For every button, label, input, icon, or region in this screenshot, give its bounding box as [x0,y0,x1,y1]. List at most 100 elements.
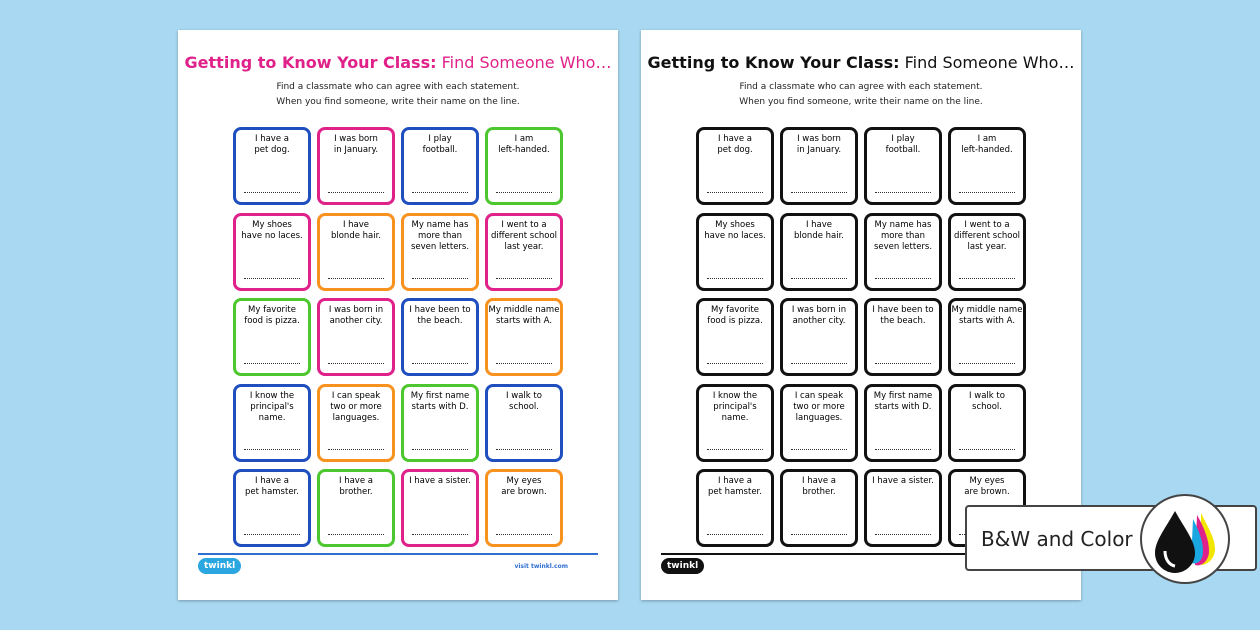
card-text: different school [490,230,558,241]
name-line [791,448,847,450]
card-text: My shoes [715,219,755,230]
card-text: in January. [796,145,842,155]
statement-card: My favorite food is pizza. [696,298,774,376]
card-text: I am [977,134,997,144]
card-text: football. [422,145,458,155]
card-text: I was born [334,134,378,144]
card-text: name. [721,412,749,423]
statement-card: I have a sister. [864,469,942,547]
card-text: brother. [802,487,836,497]
name-line [244,534,300,535]
name-line [412,448,468,450]
card-text: football. [885,145,921,155]
statement-card: My eyes are brown. [485,469,563,547]
card-text: My first name [410,390,470,401]
card-text: have no laces. [704,230,766,241]
card-text: food is pizza. [707,316,763,326]
card-text: I was born in [791,305,847,315]
statement-card: I have a sister. [401,469,479,547]
card-text: starts with D. [874,401,932,412]
name-line [496,534,552,535]
card-text: I have a [255,134,289,144]
statement-card: I have a pet dog. [233,127,311,205]
statement-card: I went to a different school last year. [485,212,563,291]
name-line [791,192,847,193]
card-text: I play [428,134,452,144]
card-text: the beach. [417,316,463,326]
card-text: two or more [330,401,382,412]
name-line [496,363,552,364]
name-line [412,534,468,535]
name-line [875,534,931,535]
card-text: starts with A. [958,316,1016,326]
card-text: the beach. [880,316,926,326]
card-text: My middle name [488,305,560,315]
card-text: pet dog. [717,145,753,155]
card-text: last year. [504,241,544,252]
statement-card: I have a brother. [780,469,858,547]
name-line [412,277,468,279]
statement-card: I walk to school. [948,383,1026,462]
card-text: pet dog. [254,145,290,155]
card-text: I have a [802,476,836,486]
name-line [496,277,552,279]
card-text: I can speak [331,390,381,401]
card-text: languages. [795,412,843,423]
name-line [328,534,384,535]
card-text: I went to a [501,219,547,230]
card-text: I went to a [964,219,1010,230]
statement-card: I have been to the beach. [864,298,942,376]
badge: B&W and Color [965,494,1257,584]
name-line [496,192,552,193]
statement-card: I know the principal's name. [233,383,311,462]
card-text: brother. [339,487,373,497]
logo: twinkl [661,558,705,574]
card-text: blonde hair. [793,230,845,241]
card-text: I have a [718,134,752,144]
name-line [959,363,1015,364]
name-line [244,192,300,193]
card-text: are brown. [964,487,1010,497]
statement-card: I have been to the beach. [401,298,479,376]
statement-card: I am left-handed. [485,127,563,205]
statement-card: I was born in January. [780,127,858,205]
instruction: When you find someone, write their name … [739,97,983,107]
statement-card: I have a pet hamster. [696,469,774,547]
worksheet-page: Getting to Know Your Class: Find Someone… [641,30,1081,600]
card-text: My name has [874,219,932,230]
card-text: left-handed. [961,145,1013,155]
statement-card: I walk to school. [485,383,563,462]
name-line [707,363,763,364]
card-text: I have [805,219,833,230]
card-text: principal's [250,401,294,412]
statement-card: I play football. [401,127,479,205]
footer-rule [198,553,598,555]
card-text: pet hamster. [708,487,762,497]
card-text: My favorite [248,305,296,315]
name-line [875,277,931,279]
card-text: school. [509,401,539,412]
card-text: I was born [797,134,841,144]
card-text: I know the [712,390,758,401]
instruction: When you find someone, write their name … [276,97,520,107]
statement-card: I was born in another city. [317,298,395,376]
instruction: Find a classmate who can agree with each… [276,82,520,92]
statement-card: I can speak two or more languages. [780,383,858,462]
name-line [244,363,300,364]
card-text: languages. [332,412,380,423]
name-line [244,277,300,279]
card-text: My first name [873,390,933,401]
card-text: more than [880,230,926,241]
statement-card: I went to a different school last year. [948,212,1026,291]
footer-rule [661,553,1061,555]
name-line [412,363,468,364]
card-text: starts with D. [411,401,469,412]
card-text: My eyes [506,476,542,486]
statement-card: My middle name starts with A. [948,298,1026,376]
name-line [244,448,300,450]
statement-card: My favorite food is pizza. [233,298,311,376]
name-line [875,192,931,193]
statement-card: I am left-handed. [948,127,1026,205]
card-text: I am [514,134,534,144]
